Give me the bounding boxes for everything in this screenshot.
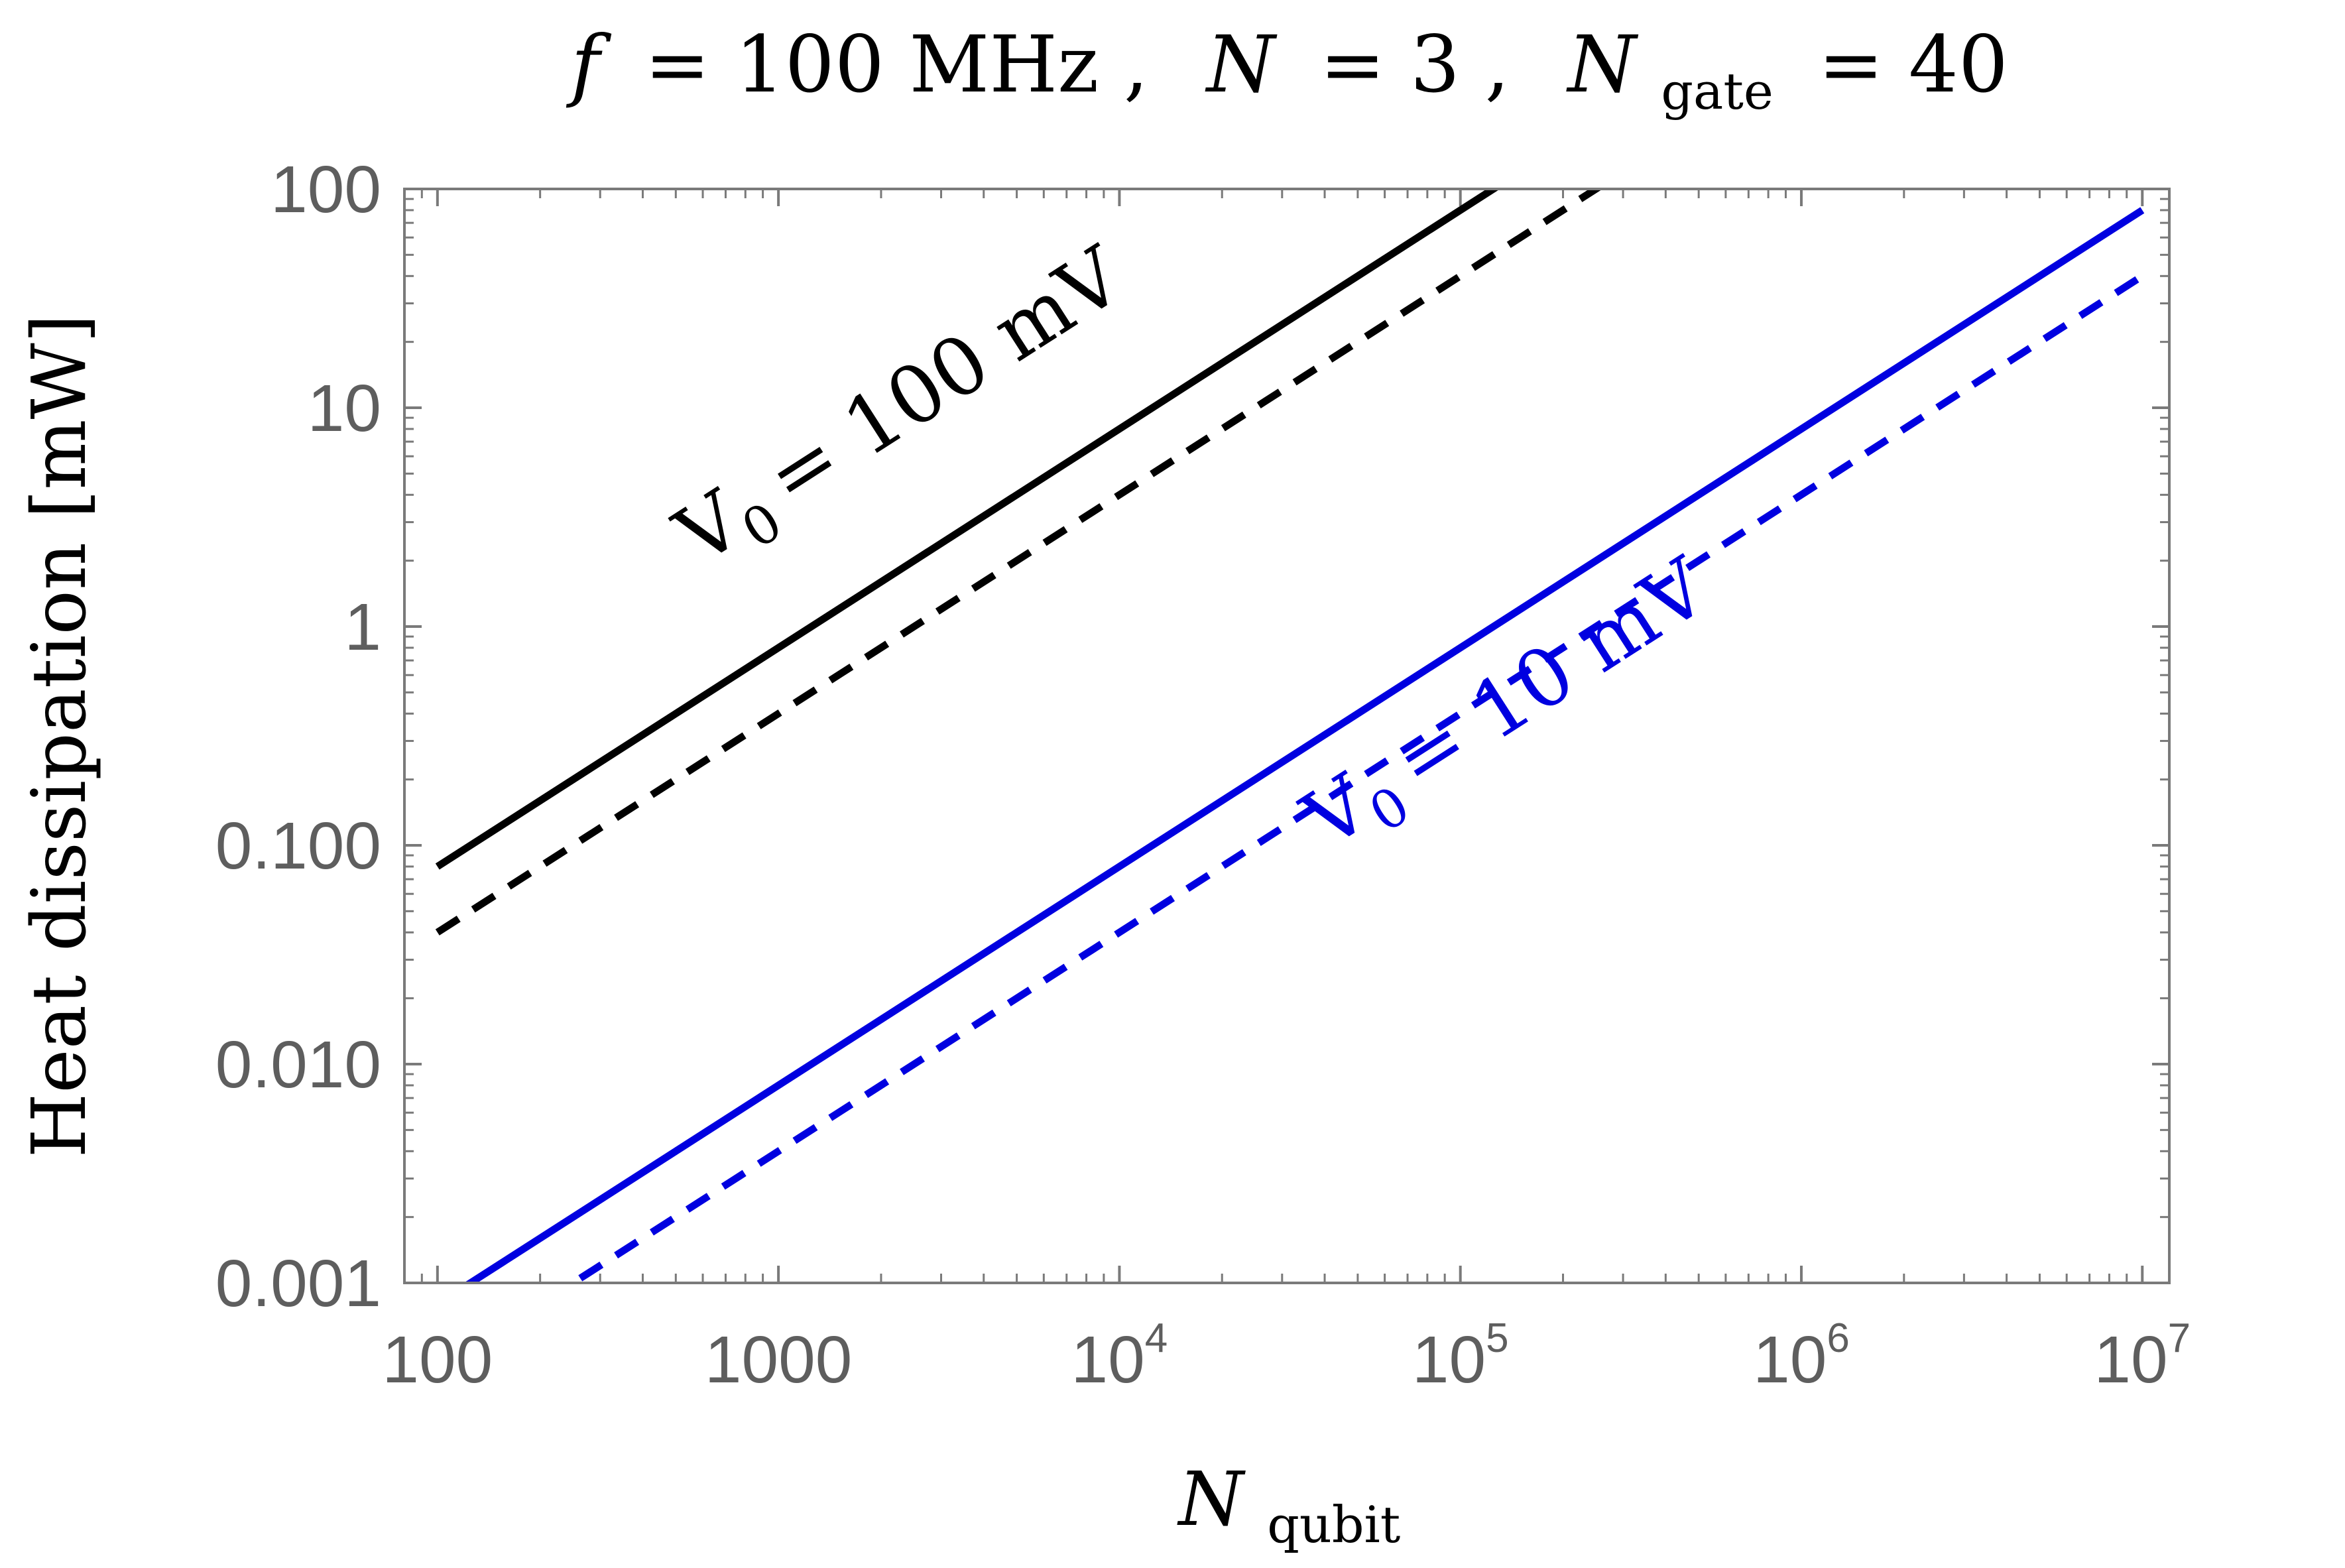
series-line-1: [435, 189, 1500, 870]
title-n-value: = 3 ,: [1320, 19, 1510, 110]
annotation-v100: V0= 100 mV: [660, 229, 1146, 593]
x-tick-label: 106: [1753, 1315, 1850, 1397]
axis-ticks: [403, 188, 2169, 1284]
x-tick-label-base: 10: [1412, 1323, 1486, 1397]
annotation-layer: V0= 100 mV V0= 10 mV: [660, 229, 1730, 876]
annotation-value: = 10 mV: [1378, 540, 1725, 808]
x-axis-label-symbol: N: [1177, 1457, 1246, 1543]
y-tick-label: 10: [308, 371, 381, 446]
annotation-value: = 100 mV: [751, 229, 1140, 525]
svg-text:f = 100 MHz , N: f = 100 MHz , N = 3 , N gate = 40: [566, 19, 2008, 127]
x-tick-label-exp: 4: [1145, 1315, 1168, 1361]
x-tick-label: 1000: [705, 1323, 852, 1397]
x-tick-label-base: 10: [1071, 1323, 1145, 1397]
title-f-value: = 100 MHz ,: [644, 19, 1148, 110]
title-n-symbol: N: [1205, 19, 1278, 110]
title-f-symbol: f: [566, 19, 612, 110]
y-tick-label: 0.010: [215, 1028, 381, 1102]
x-tick-label-exp: 7: [2168, 1315, 2191, 1361]
x-tick-label-base: 100: [382, 1323, 493, 1397]
x-tick-label-base: 1000: [705, 1323, 852, 1397]
x-tick-label-base: 10: [2094, 1323, 2167, 1397]
annotation-v10: V0= 10 mV: [1287, 540, 1730, 876]
title-ngate-sub: gate: [1661, 62, 1773, 121]
x-tick-label-exp: 6: [1827, 1315, 1849, 1361]
y-tick-label: 0.001: [215, 1246, 381, 1321]
x-tick-label-exp: 5: [1486, 1315, 1508, 1361]
x-tick-label: 107: [2094, 1315, 2191, 1397]
x-axis-label-sub: qubit: [1267, 1495, 1400, 1554]
y-tick-label: 1: [344, 590, 381, 664]
x-tick-label-base: 10: [1753, 1323, 1827, 1397]
y-axis-label: Heat dissipation [mW]: [17, 314, 103, 1158]
series-line-3: [463, 207, 2145, 1283]
title-ngate-value: = 40: [1818, 19, 2008, 110]
x-axis-label: N qubit: [1177, 1457, 1401, 1554]
x-tick-label: 105: [1412, 1315, 1509, 1397]
annotation-text: V0= 10 mV: [1287, 540, 1730, 876]
y-axis-label-text: Heat dissipation [mW]: [17, 314, 103, 1158]
series-line-4: [566, 272, 2145, 1283]
svg-text:N qubit: N qubit: [1177, 1457, 1401, 1554]
chart-title: f = 100 MHz , N = 3 , N gate = 40: [566, 19, 2008, 127]
plot-frame: [403, 188, 2171, 1284]
y-tick-label: 0.100: [215, 809, 381, 883]
x-tick-label: 100: [382, 1323, 493, 1397]
x-tick-label: 104: [1071, 1315, 1168, 1397]
series-layer: [435, 189, 2145, 1283]
y-tick-label: 100: [271, 152, 381, 227]
annotation-text: V0= 100 mV: [660, 229, 1146, 593]
title-ngate-symbol: N: [1566, 19, 1639, 110]
